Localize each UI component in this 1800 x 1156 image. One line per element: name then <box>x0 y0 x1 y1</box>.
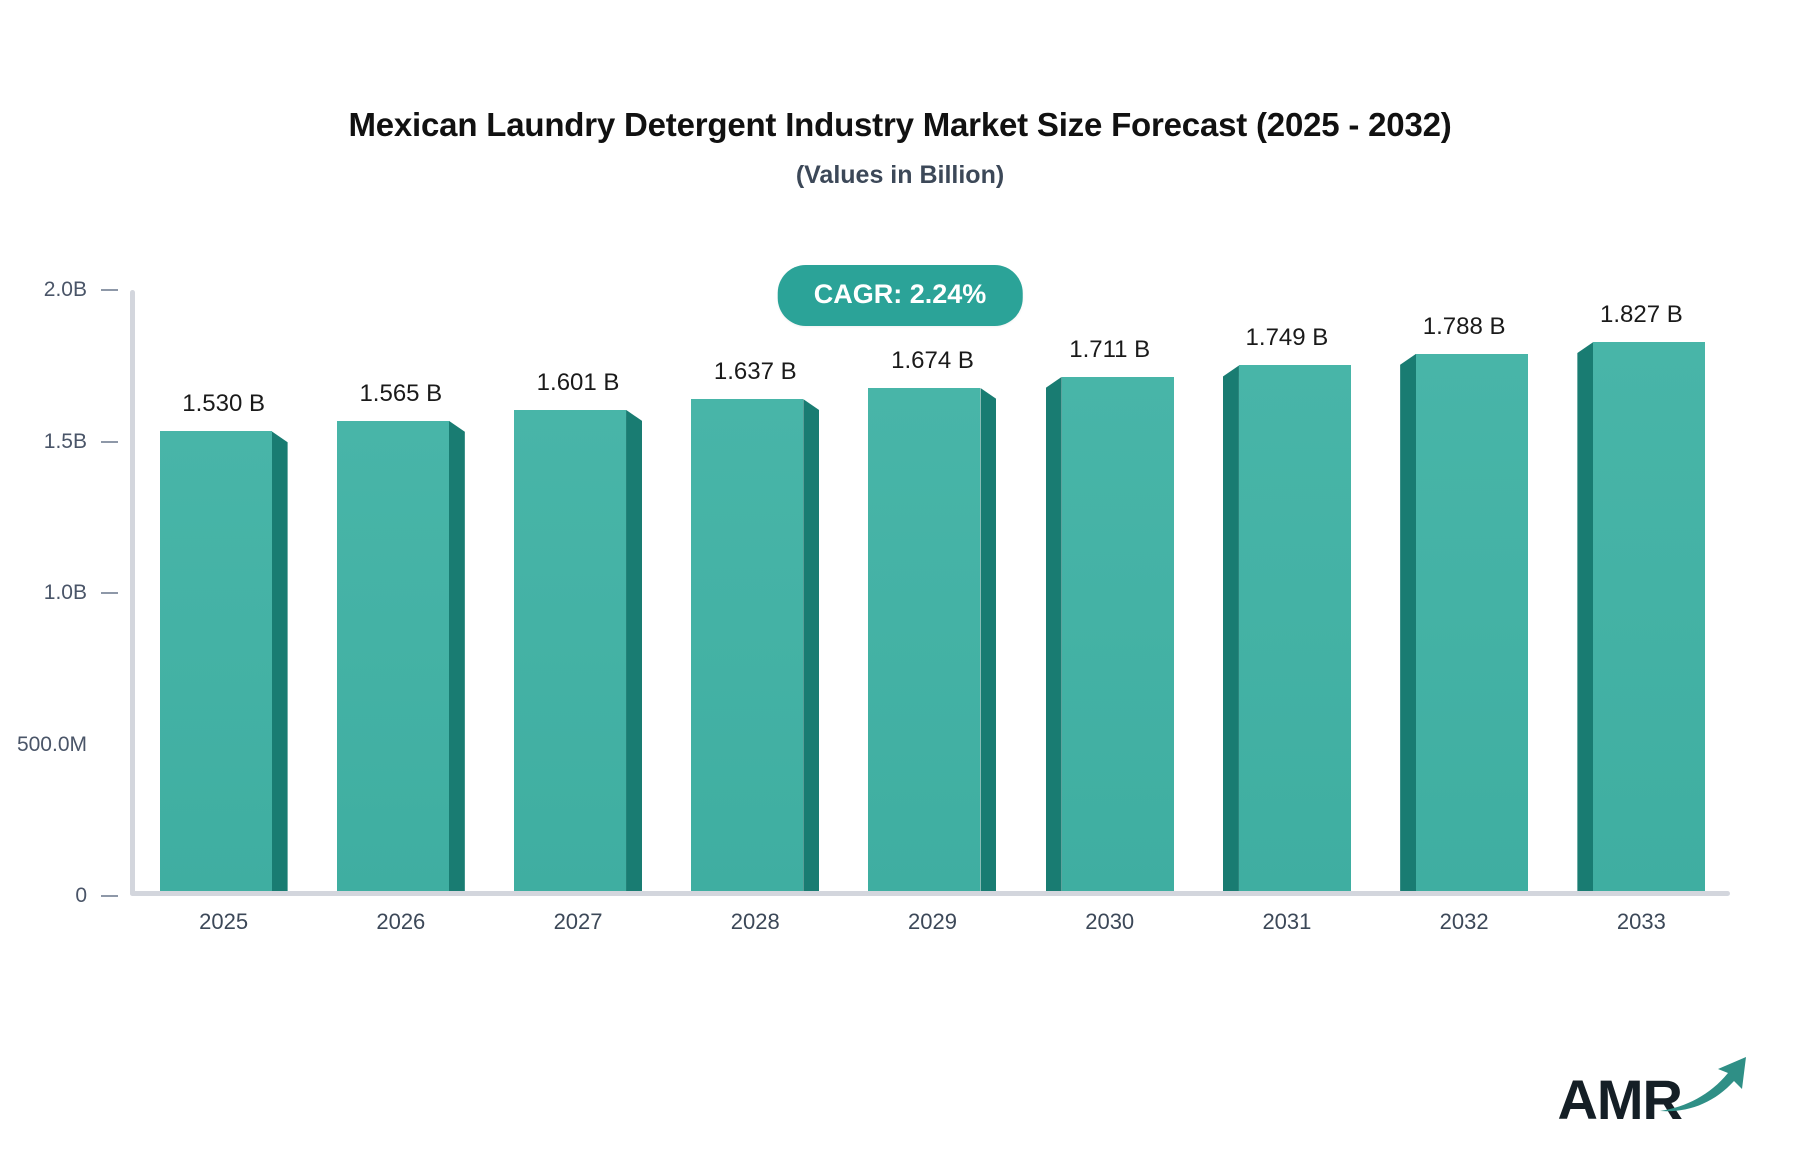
y-axis-tick-500.0M: 500.0M <box>17 733 130 757</box>
bar-front-face <box>1416 353 1529 891</box>
page-title: Mexican Laundry Detergent Industry Marke… <box>348 106 1452 143</box>
bar-slot: 1.827 B <box>1553 290 1730 891</box>
bar-side-face <box>1045 376 1062 891</box>
bar-2028[interactable]: 1.637 B <box>691 358 820 891</box>
y-axis-tick-0: 0 <box>75 884 130 908</box>
bar-front-face <box>336 420 449 891</box>
bar-slot: 1.637 B <box>667 290 844 891</box>
bar-value-label: 1.711 B <box>1069 335 1151 363</box>
x-axis-label-2029: 2029 <box>908 909 957 934</box>
bar-value-label: 1.637 B <box>713 358 797 386</box>
x-axis-label-2031: 2031 <box>1262 909 1312 934</box>
y-axis-tick-1.5B: 1.5B <box>44 430 130 454</box>
bar-slot: 1.674 B <box>844 290 1021 891</box>
bar-value-label: 1.601 B <box>536 368 620 396</box>
growth-arrow-icon <box>1656 1049 1752 1124</box>
bar-slot: 1.711 B <box>1021 290 1198 891</box>
bar-front-face <box>514 409 627 891</box>
bar-value-label: 1.674 B <box>891 346 974 374</box>
y-axis-tick-2.0B: 2.0B <box>44 278 130 302</box>
y-axis-tick-dash-icon <box>101 289 118 291</box>
x-axis-label-2027: 2027 <box>553 909 603 934</box>
bar-slot: 1.788 B <box>1376 290 1553 891</box>
bar-value-label: 1.749 B <box>1245 324 1329 352</box>
bar-2025[interactable]: 1.530 B <box>159 390 288 891</box>
bar-side-face <box>448 420 465 891</box>
bar-2027[interactable]: 1.601 B <box>514 369 643 891</box>
title-block: Mexican Laundry Detergent Industry Marke… <box>0 106 1800 190</box>
bar-slot: 1.601 B <box>489 290 666 891</box>
y-axis-tick-dash-icon <box>101 440 118 443</box>
plot-area: 2.0B 1.5B 1.0B 500.0M 0 1.530 B 1.565 B 1.… <box>17 278 1730 907</box>
bar-value-label: 1.788 B <box>1422 312 1506 340</box>
x-axis-label-2033: 2033 <box>1616 909 1666 934</box>
bar-front-face <box>159 431 272 891</box>
bar-side-face <box>271 431 288 891</box>
y-axis-line <box>130 290 135 896</box>
y-axis-tick-label: 1.0B <box>43 581 87 604</box>
bar-front-face <box>868 387 981 891</box>
bar-2026[interactable]: 1.565 B <box>336 380 465 891</box>
bar-slot: 1.565 B <box>312 290 489 891</box>
bar-side-face <box>1400 353 1417 891</box>
bar-side-face <box>980 387 997 891</box>
bar-side-face <box>626 409 643 891</box>
bar-side-face <box>1222 365 1239 891</box>
cagr-badge: CAGR: 2.24% <box>777 265 1023 326</box>
bar-value-label: 1.565 B <box>359 379 443 407</box>
y-axis-tick-label: 500.0M <box>16 732 87 756</box>
bar-2030[interactable]: 1.711 B <box>1045 336 1174 891</box>
bar-side-face <box>803 399 820 891</box>
bar-front-face <box>691 399 804 891</box>
bar-value-label: 1.530 B <box>182 390 265 418</box>
bar-slot: 1.530 B <box>135 290 312 891</box>
amr-logo: AMR <box>1557 1038 1752 1128</box>
x-axis-label-2030: 2030 <box>1085 909 1135 934</box>
bar-2031[interactable]: 1.749 B <box>1222 324 1351 891</box>
bar-side-face <box>1577 342 1594 891</box>
bar-2033[interactable]: 1.827 B <box>1577 301 1706 891</box>
bar-slot: 1.749 B <box>1198 290 1375 891</box>
y-axis-tick-label: 0 <box>75 884 87 907</box>
bar-series: 1.530 B 1.565 B 1.601 B 1.637 B 1.674 B 1.711… <box>135 290 1730 891</box>
bar-2029[interactable]: 1.674 B <box>868 347 997 891</box>
logo-text: AMR <box>1557 1068 1683 1131</box>
bar-front-face <box>1238 365 1351 891</box>
bar-value-label: 1.827 B <box>1599 301 1683 328</box>
x-axis-line <box>130 891 1730 896</box>
y-axis-tick-dash-icon <box>101 895 118 897</box>
bar-2032[interactable]: 1.788 B <box>1400 313 1529 891</box>
y-axis-tick-label: 1.5B <box>43 429 87 453</box>
x-axis-label-2032: 2032 <box>1439 909 1489 934</box>
x-axis-label-2026: 2026 <box>376 909 426 934</box>
x-axis-label-2028: 2028 <box>730 909 780 934</box>
chart-subtitle: (Values in Billion) <box>795 160 1005 189</box>
bar-front-face <box>1593 342 1706 891</box>
y-axis-tick-dash-icon <box>101 744 118 746</box>
y-axis-tick-label: 2.0B <box>43 278 87 301</box>
y-axis-tick-1.0B: 1.0B <box>44 581 130 605</box>
x-axis-labels: 2025 2026 2027 2028 2029 2030 2031 2032 2033 <box>135 909 1730 935</box>
y-axis-tick-dash-icon <box>101 592 118 594</box>
bar-front-face <box>1061 376 1174 891</box>
x-axis-label-2025: 2025 <box>199 909 249 934</box>
